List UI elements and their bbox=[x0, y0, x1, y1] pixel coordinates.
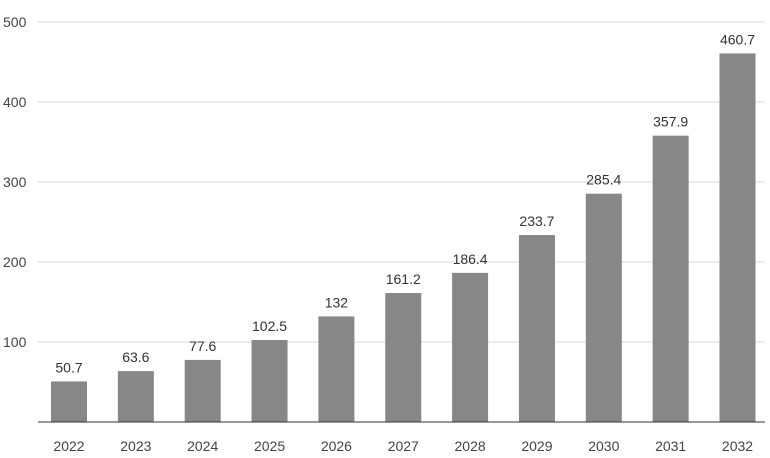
data-label-2026: 132 bbox=[325, 294, 349, 310]
data-labels: 50.7 63.6 77.6 102.5 132 161.2 186.4 233.7 285.4… bbox=[55, 31, 755, 375]
bar-2030 bbox=[585, 193, 622, 422]
bar-2028 bbox=[452, 272, 489, 422]
x-tick-label-2024: 2024 bbox=[187, 438, 218, 454]
x-tick-label-2022: 2022 bbox=[53, 438, 84, 454]
gridlines bbox=[38, 21, 765, 343]
x-tick-label-2026: 2026 bbox=[321, 438, 352, 454]
data-label-2030: 285.4 bbox=[586, 172, 621, 188]
data-label-2024: 77.6 bbox=[189, 338, 216, 354]
y-tick-label-300: 300 bbox=[3, 174, 27, 190]
bar-2023 bbox=[117, 371, 154, 422]
x-tick-label-2028: 2028 bbox=[455, 438, 486, 454]
y-axis-ticks: 100 200 300 400 500 bbox=[3, 14, 27, 350]
y-tick-label-400: 400 bbox=[3, 94, 27, 110]
bar-2027 bbox=[385, 293, 422, 422]
y-tick-label-200: 200 bbox=[3, 254, 27, 270]
x-tick-label-2030: 2030 bbox=[588, 438, 619, 454]
data-label-2027: 161.2 bbox=[386, 271, 421, 287]
data-label-2029: 233.7 bbox=[519, 213, 554, 229]
bar-2025 bbox=[251, 340, 288, 422]
x-tick-label-2032: 2032 bbox=[722, 438, 753, 454]
data-label-2023: 63.6 bbox=[122, 349, 149, 365]
x-tick-label-2029: 2029 bbox=[521, 438, 552, 454]
bar-2026 bbox=[318, 316, 355, 422]
bar-2022 bbox=[51, 381, 87, 422]
bars bbox=[51, 53, 756, 422]
data-label-2028: 186.4 bbox=[453, 251, 488, 267]
data-label-2022: 50.7 bbox=[55, 359, 82, 375]
x-axis-ticks: 2022 2023 2024 2025 2026 2027 2028 2029 2030 2031… bbox=[53, 438, 753, 454]
bar-2032 bbox=[719, 53, 756, 422]
data-label-2025: 102.5 bbox=[252, 318, 287, 334]
data-label-2031: 357.9 bbox=[653, 114, 688, 130]
y-tick-label-500: 500 bbox=[3, 14, 27, 30]
x-tick-label-2023: 2023 bbox=[120, 438, 151, 454]
x-tick-label-2025: 2025 bbox=[254, 438, 285, 454]
y-tick-label-100: 100 bbox=[3, 334, 27, 350]
x-tick-label-2031: 2031 bbox=[655, 438, 686, 454]
bar-2031 bbox=[652, 135, 689, 422]
bar-2029 bbox=[518, 235, 555, 422]
x-tick-label-2027: 2027 bbox=[388, 438, 419, 454]
data-label-2032: 460.7 bbox=[720, 31, 755, 47]
bar-2024 bbox=[184, 359, 221, 422]
